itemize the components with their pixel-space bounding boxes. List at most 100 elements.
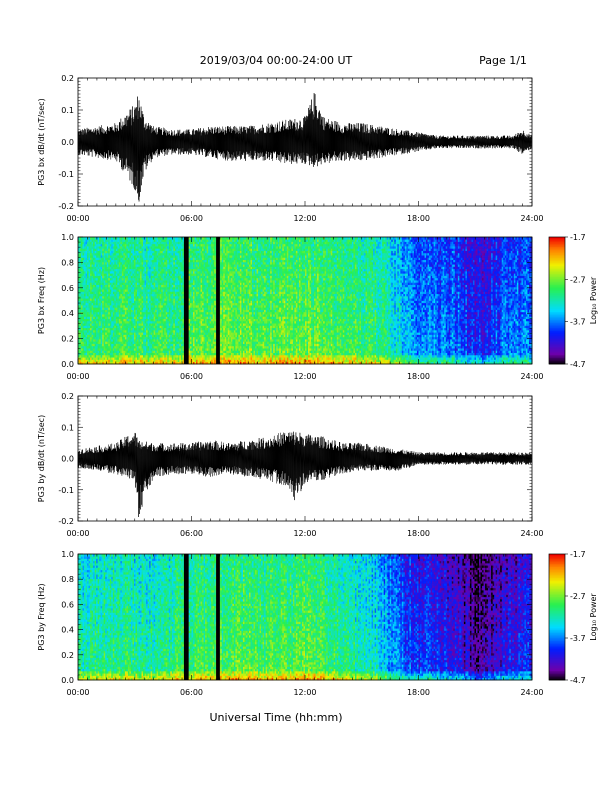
spectrogram-cell: [93, 273, 95, 276]
spectrogram-cell: [102, 305, 105, 308]
spectrogram-cell: [115, 250, 118, 254]
spectrogram-cell: [117, 293, 120, 297]
spectrogram-cell: [84, 255, 86, 258]
spectrogram-cell: [78, 307, 80, 310]
spectrogram-cell: [94, 264, 97, 267]
spectrogram-cell: [109, 357, 112, 360]
spectrogram-cell: [94, 318, 97, 322]
spectrogram-cell: [81, 318, 83, 322]
spectrogram-cell: [114, 293, 117, 297]
spectrogram-cell: [102, 361, 105, 365]
spectrogram-cell: [97, 348, 100, 351]
spectrogram-cell: [121, 348, 124, 351]
spectrogram-cell: [85, 271, 88, 274]
spectrogram-cell: [112, 300, 115, 304]
spectrogram-cell: [123, 275, 126, 279]
spectrogram-cell: [97, 305, 100, 308]
spectrogram-cell: [103, 320, 106, 324]
spectrogram-cell: [99, 361, 102, 365]
spectrogram-cell: [120, 271, 123, 274]
spectrogram-cell: [91, 239, 94, 242]
spectrogram-cell: [79, 359, 82, 363]
spectrogram-cell: [102, 334, 105, 338]
spectrogram-cell: [87, 341, 89, 344]
spectrogram-cell: [108, 271, 111, 274]
spectrogram-cell: [115, 329, 118, 333]
x-tick-label: 12:00: [293, 214, 316, 223]
spectrogram-cell: [102, 329, 105, 333]
spectrogram-cell: [115, 252, 118, 256]
spectrogram-cell: [123, 300, 126, 304]
spectrogram-cell: [97, 309, 100, 313]
spectrogram-cell: [96, 359, 99, 363]
spectrogram-cell: [84, 332, 86, 335]
spectrogram-cell: [102, 237, 105, 240]
spectrogram-cell: [120, 282, 123, 285]
spectrogram-cell: [84, 305, 86, 308]
spectrogram-cell: [82, 248, 85, 251]
spectrogram-cell: [81, 343, 83, 347]
spectrogram-cell: [100, 307, 103, 310]
spectrogram-cell: [117, 354, 120, 358]
spectrogram-cell: [120, 246, 123, 249]
spectrogram-cell: [100, 343, 103, 347]
spectrogram-cell: [103, 271, 106, 274]
spectrogram-cell: [103, 239, 106, 242]
spectrogram-cell: [81, 323, 83, 326]
spectrogram-cell: [96, 341, 99, 344]
spectrogram-cell: [108, 241, 111, 245]
spectrogram-cell: [115, 293, 118, 297]
spectrogram-cell: [114, 282, 117, 285]
spectrogram-cell: [123, 352, 126, 356]
spectrogram-cell: [90, 343, 92, 347]
spectrogram-cell: [118, 252, 121, 256]
spectrogram-cell: [90, 298, 92, 301]
spectrogram-cell: [100, 275, 103, 279]
spectrogram-cell: [120, 332, 123, 335]
spectrogram-cell: [90, 248, 92, 251]
spectrogram-cell: [85, 293, 88, 297]
spectrogram-cell: [82, 309, 85, 313]
spectrogram-cell: [91, 264, 94, 267]
spectrogram-cell: [106, 291, 109, 295]
spectrogram-cell: [121, 305, 124, 308]
spectrogram-cell: [111, 264, 114, 267]
spectrogram-cell: [93, 277, 95, 281]
spectrogram-cell: [121, 323, 124, 326]
spectrogram-cell: [123, 261, 126, 265]
spectrogram-cell: [85, 350, 88, 354]
spectrogram-cell: [87, 314, 89, 317]
spectrogram-cell: [90, 264, 92, 267]
spectrogram-cell: [88, 325, 91, 329]
spectrogram-cell: [97, 357, 100, 360]
spectrogram-cell: [88, 341, 91, 344]
spectrogram-cell: [111, 282, 114, 285]
spectrogram-cell: [93, 289, 95, 292]
spectrogram-cell: [81, 280, 83, 283]
spectrogram-cell: [112, 357, 115, 360]
spectrogram-cell: [79, 239, 82, 242]
spectrogram-cell: [109, 273, 112, 276]
spectrogram-cell: [103, 255, 106, 258]
spectrogram-cell: [90, 257, 92, 261]
spectrogram-cell: [90, 334, 92, 338]
spectrogram-cell: [100, 264, 103, 267]
x-tick-label: 24:00: [520, 214, 543, 223]
spectrogram-cell: [102, 261, 105, 265]
spectrogram-cell: [91, 307, 94, 310]
spectrogram-cell: [120, 343, 123, 347]
spectrogram-cell: [79, 293, 82, 297]
spectrogram-cell: [81, 339, 83, 342]
spectrogram-cell: [97, 327, 100, 331]
spectrogram-cell: [120, 320, 123, 324]
spectrogram-cell: [102, 311, 105, 315]
spectrogram-cell: [97, 352, 100, 356]
spectrogram-cell: [108, 255, 111, 258]
spectrogram-cell: [118, 336, 121, 340]
spectrogram-cell: [118, 318, 121, 322]
spectrogram-cell: [91, 352, 94, 356]
spectrogram-cell: [105, 359, 108, 363]
spectrogram-cell: [84, 354, 86, 358]
spectrogram-cell: [85, 354, 88, 358]
spectrogram-cell: [105, 259, 108, 263]
